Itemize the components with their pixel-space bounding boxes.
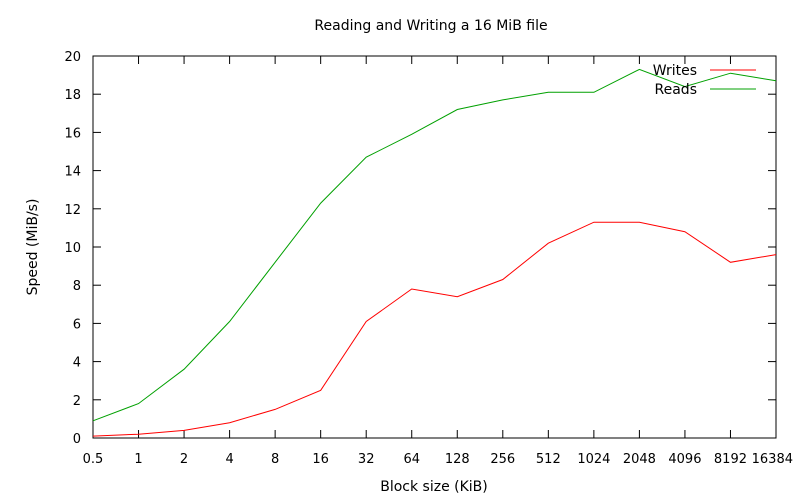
y-tick-label: 8 — [73, 279, 81, 294]
y-axis-label: Speed (MiB/s) — [25, 199, 41, 296]
x-tick-label: 16384 — [752, 452, 793, 467]
y-tick-label: 4 — [73, 356, 81, 371]
x-tick-label: 256 — [490, 452, 515, 467]
x-tick-label: 8 — [271, 452, 279, 467]
x-tick-label: 8192 — [714, 452, 747, 467]
x-tick-label: 512 — [536, 452, 561, 467]
y-tick-label: 12 — [64, 203, 81, 218]
y-tick-label: 2 — [73, 394, 81, 409]
chart-title: Reading and Writing a 16 MiB file — [314, 18, 547, 34]
x-tick-label: 1 — [134, 452, 142, 467]
y-tick-label: 20 — [64, 50, 81, 65]
y-tick-label: 14 — [64, 165, 81, 180]
x-tick-label: 64 — [403, 452, 420, 467]
x-tick-label: 16 — [312, 452, 329, 467]
x-tick-label: 4 — [225, 452, 233, 467]
x-tick-label: 32 — [358, 452, 375, 467]
series-line-writes — [92, 221, 777, 437]
y-tick-label: 0 — [73, 432, 81, 447]
x-tick-label: 0.5 — [83, 452, 104, 467]
x-tick-label: 2048 — [623, 452, 656, 467]
x-tick-label: 128 — [445, 452, 470, 467]
x-axis: 0.5 1 2 4 8 16 32 64 128 256 512 1024 2048 4096 8192 16… — [83, 56, 793, 467]
y-tick-label: 6 — [73, 317, 81, 332]
x-tick-label: 1024 — [577, 452, 610, 467]
y-tick-label: 18 — [64, 88, 81, 103]
x-axis-label: Block size (KiB) — [380, 479, 488, 495]
legend-label-writes: Writes — [653, 63, 697, 79]
legend-label-reads: Reads — [655, 82, 697, 98]
x-tick-label: 4096 — [668, 452, 701, 467]
legend: Writes Reads — [653, 63, 756, 98]
y-tick-label: 16 — [64, 126, 81, 141]
series-line-reads — [92, 68, 777, 422]
x-tick-label: 2 — [180, 452, 188, 467]
y-axis: 0 2 4 6 8 10 12 14 16 18 20 — [64, 50, 776, 447]
y-tick-label: 10 — [64, 241, 81, 256]
series-layer — [92, 68, 777, 437]
plot-frame — [92, 55, 777, 439]
